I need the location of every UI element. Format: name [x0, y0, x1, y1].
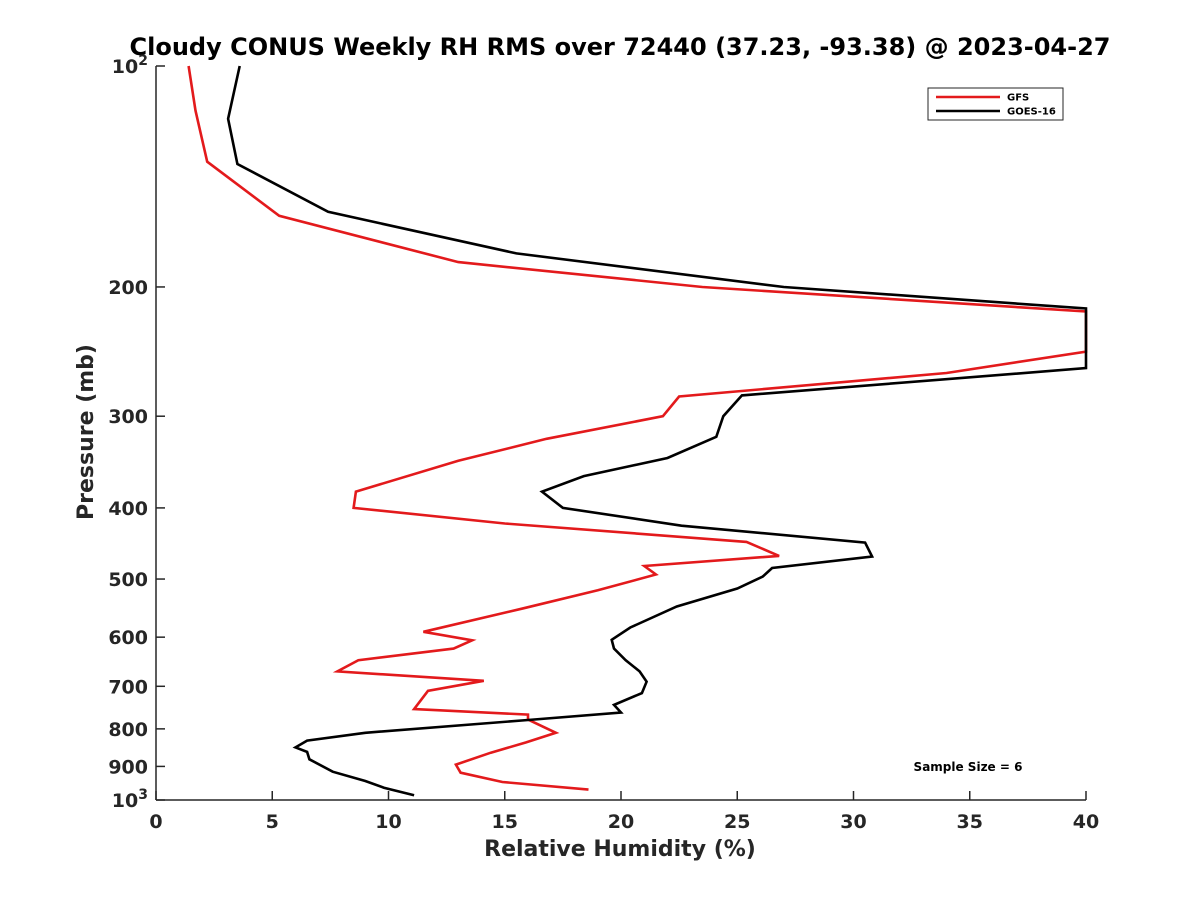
legend-box [927, 87, 1064, 121]
x-tick-label: 35 [957, 811, 983, 833]
x-tick-label: 20 [608, 811, 634, 833]
y-tick-label: 600 [108, 627, 148, 649]
y-tick-label: 103 [112, 787, 148, 812]
y-tick-label: 400 [108, 498, 148, 520]
x-tick-label: 0 [149, 811, 162, 833]
x-tick-label: 30 [840, 811, 866, 833]
y-axis-label: Pressure (mb) [74, 344, 99, 520]
plot-area [156, 66, 1086, 800]
y-tick-label: 800 [108, 719, 148, 741]
series-layer [187, 65, 1088, 797]
y-axis: 102 200 300 400 500 600 700 800 900 103 [108, 53, 165, 812]
legend-label: GOES-16 [1007, 107, 1056, 118]
x-tick-label: 5 [266, 811, 279, 833]
plot-background [156, 66, 1086, 800]
x-tick-label: 25 [724, 811, 750, 833]
series-line-goes-16 [226, 65, 1088, 797]
y-tick-label: 300 [108, 406, 148, 428]
y-tick-label: 200 [108, 277, 148, 299]
y-tick-label: 102 [112, 53, 148, 78]
chart-title: Cloudy CONUS Weekly RH RMS over 72440 (3… [130, 33, 1111, 61]
x-tick-label: 15 [492, 811, 518, 833]
y-tick-label: 900 [108, 756, 148, 778]
legend-label: GFS [1007, 93, 1029, 104]
legend: GFS GOES-16 [927, 87, 1064, 121]
x-tick-label: 10 [375, 811, 401, 833]
x-axis: 0 5 10 15 20 25 30 35 40 [149, 791, 1099, 833]
x-tick-label: 40 [1073, 811, 1099, 833]
sample-size-annotation: Sample Size = 6 [914, 760, 1023, 774]
y-tick-label: 500 [108, 569, 148, 591]
x-axis-label: Relative Humidity (%) [484, 837, 756, 862]
y-tick-label: 700 [108, 676, 148, 698]
